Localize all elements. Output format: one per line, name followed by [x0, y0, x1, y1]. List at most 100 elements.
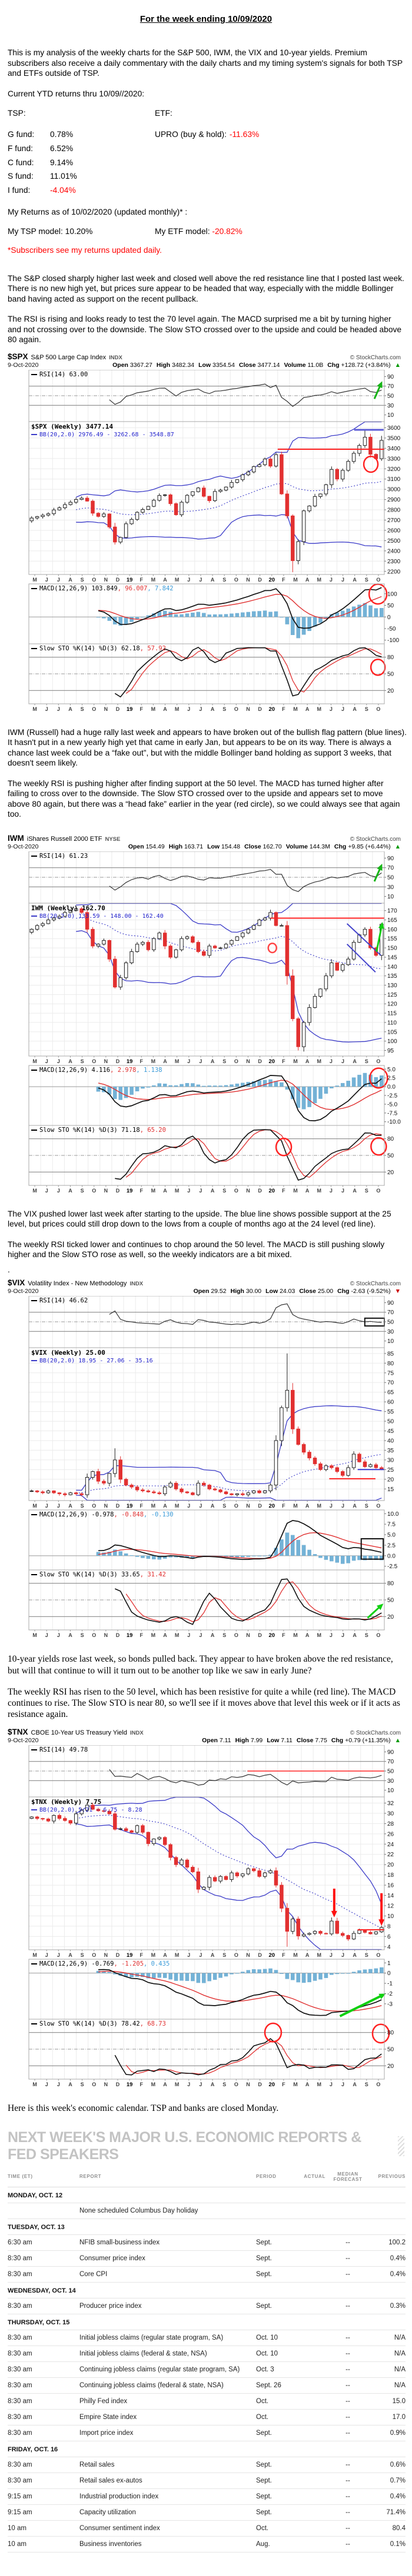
event-report: Initial jobless claims (federal & state,…: [79, 2346, 256, 2362]
iwm-paragraph-2: The weekly RSI is pushing higher after f…: [8, 779, 400, 819]
svg-text:O: O: [376, 1503, 380, 1509]
chart-name: CBOE 10-Year US Treasury Yield: [31, 1729, 127, 1736]
event-time: 9:15 am: [8, 2488, 79, 2505]
svg-text:A: A: [305, 1503, 310, 1509]
svg-text:N: N: [246, 1632, 250, 1638]
chart-quote: Open 154.49 High 163.71 Low 154.48 Close 16…: [128, 843, 401, 850]
calendar-note: Here is this week's economic calendar. T…: [8, 2103, 279, 2113]
svg-text:0: 0: [387, 1970, 391, 1977]
svg-text:N: N: [104, 1188, 108, 1194]
svg-text:A: A: [211, 706, 215, 712]
quote-low: Low 154.48: [207, 843, 241, 850]
fund-value: -4.04%: [50, 185, 76, 195]
svg-text:25: 25: [387, 1467, 394, 1474]
fund-value: 11.01%: [50, 172, 77, 181]
svg-text:3200: 3200: [387, 466, 401, 473]
svg-text:2300: 2300: [387, 559, 401, 565]
calendar-event-row: 9:15 am Capacity utilization Sept. -- 71.4%: [8, 2504, 406, 2521]
event-time: 8:30 am: [8, 2250, 79, 2267]
svg-text:M: M: [151, 1503, 156, 1509]
svg-text:F: F: [282, 577, 285, 583]
event-actual: [297, 2330, 325, 2346]
svg-text:10: 10: [387, 1788, 394, 1794]
svg-text:140: 140: [387, 964, 397, 970]
svg-text:A: A: [163, 706, 167, 712]
svg-text:A: A: [68, 1952, 72, 1958]
calendar-event-row: 8:30 am Empire State index Oct. -- 17.0: [8, 2409, 406, 2425]
chart-name: iShares Russell 2000 ETF: [26, 835, 102, 843]
svg-text:10: 10: [387, 412, 394, 419]
quote-close: Close 162.70: [244, 843, 282, 850]
svg-text:O: O: [234, 577, 238, 583]
event-period: Oct.: [256, 2409, 297, 2425]
svg-text:A: A: [163, 2081, 167, 2087]
svg-text:M: M: [32, 1058, 37, 1064]
fund-row: G fund: 0.78%: [8, 128, 155, 142]
svg-text:MACD(12,26,9) 103.849, 96.007,: MACD(12,26,9) 103.849, 96.007, 7.842: [39, 585, 174, 592]
event-actual: [297, 2298, 325, 2314]
svg-text:J: J: [45, 706, 48, 712]
svg-text:J: J: [187, 1952, 190, 1958]
svg-text:O: O: [234, 1058, 238, 1064]
svg-text:F: F: [282, 1503, 285, 1509]
svg-text:-100: -100: [387, 637, 399, 644]
svg-text:A: A: [353, 2081, 357, 2087]
svg-text:10.0: 10.0: [387, 1511, 399, 1518]
svg-text:40: 40: [387, 1438, 394, 1445]
svg-text:A: A: [353, 1188, 357, 1194]
event-previous: 0.7%: [370, 2473, 406, 2489]
svg-text:D: D: [258, 577, 262, 583]
event-forecast: --: [325, 2473, 370, 2489]
svg-text:20: 20: [268, 1503, 275, 1509]
svg-text:20: 20: [268, 2081, 275, 2088]
svg-text:D: D: [116, 706, 120, 712]
event-actual: [297, 2361, 325, 2378]
event-forecast: --: [325, 2298, 370, 2314]
svg-text:J: J: [341, 577, 344, 583]
svg-text:S: S: [365, 1058, 368, 1064]
svg-text:60: 60: [387, 1399, 394, 1406]
svg-text:D: D: [258, 1503, 262, 1509]
quote-chg: Chg +9.85 (+6.44%): [334, 843, 391, 850]
svg-text:N: N: [104, 1952, 108, 1958]
svg-text:S: S: [365, 1188, 368, 1194]
svg-text:J: J: [341, 1188, 344, 1194]
svg-text:O: O: [92, 706, 96, 712]
svg-text:$TNX (Weekly) 7.75: $TNX (Weekly) 7.75: [31, 1798, 101, 1806]
svg-text:M: M: [175, 1952, 180, 1958]
svg-text:10: 10: [387, 894, 394, 900]
event-time: 8:30 am: [8, 2298, 79, 2314]
svg-text:10: 10: [387, 1913, 394, 1919]
svg-text:M: M: [32, 706, 37, 712]
event-period: Sept.: [256, 2425, 297, 2441]
svg-text:S: S: [222, 1632, 226, 1638]
svg-text:50: 50: [387, 393, 394, 399]
event-actual: [297, 2234, 325, 2251]
event-report: Continuing jobless claims (federal & sta…: [79, 2377, 256, 2394]
event-previous: 0.3%: [370, 2298, 406, 2314]
svg-text:J: J: [45, 1503, 48, 1509]
calendar-day-row: THURSDAY, OCT. 15: [8, 2314, 406, 2330]
svg-text:50: 50: [387, 1768, 394, 1775]
event-report: Retail sales: [79, 2457, 256, 2473]
svg-text:A: A: [353, 577, 357, 583]
svg-text:BB(20,2.0) 18.95 - 27.06 - 35.: BB(20,2.0) 18.95 - 27.06 - 35.16: [39, 1358, 153, 1364]
svg-text:S: S: [81, 1188, 84, 1194]
calendar-day-label: MONDAY, OCT. 12: [8, 2187, 406, 2203]
svg-text:J: J: [187, 1058, 190, 1064]
tsp-model: My TSP model: 10.20%: [8, 227, 93, 236]
quote-open: Open 3367.27: [112, 361, 152, 369]
event-time: 8:30 am: [8, 2361, 79, 2378]
calendar-col-actual: ACTUAL: [297, 2165, 325, 2187]
svg-text:50: 50: [387, 2046, 394, 2053]
event-previous: 0.4%: [370, 2250, 406, 2267]
svg-text:N: N: [246, 706, 250, 712]
svg-text:130: 130: [387, 983, 397, 989]
svg-text:150: 150: [387, 945, 397, 952]
svg-text:-1: -1: [387, 1980, 393, 1987]
svg-text:A: A: [353, 1632, 357, 1638]
stockchart: $TNX CBOE 10-Year US Treasury Yield INDX…: [8, 1728, 401, 2089]
svg-text:A: A: [68, 706, 72, 712]
svg-text:J: J: [330, 1632, 333, 1638]
svg-text:Slow STO %K(14) %D(3) 33.65, 3: Slow STO %K(14) %D(3) 33.65, 31.42: [39, 1571, 166, 1578]
